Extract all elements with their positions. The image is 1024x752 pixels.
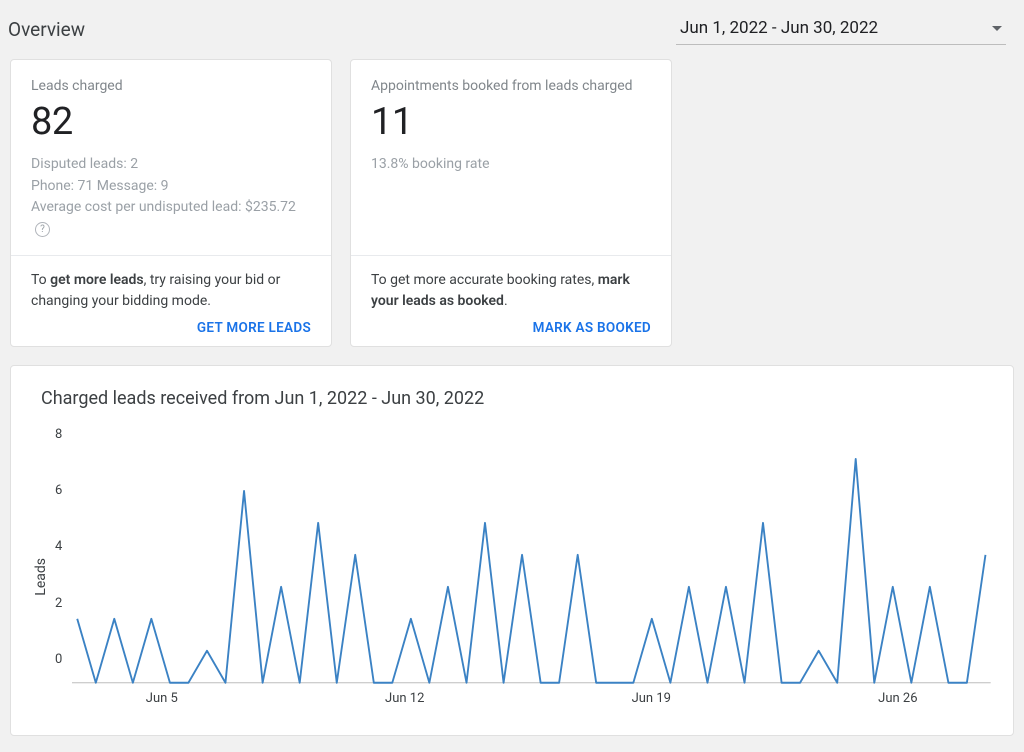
lead-breakdown: Phone: 71 Message: 9 <box>31 176 311 198</box>
appointments-card: Appointments booked from leads charged 1… <box>350 59 672 347</box>
disputed-leads: Disputed leads: 2 <box>31 154 311 176</box>
x-axis-ticks: Jun 5Jun 12Jun 19Jun 26 <box>72 691 991 706</box>
date-range-picker[interactable]: Jun 1, 2022 - Jun 30, 2022 <box>676 14 1006 45</box>
page-title: Overview <box>8 18 85 41</box>
help-icon[interactable]: ? <box>35 222 50 237</box>
appointments-value: 11 <box>371 100 651 144</box>
chevron-down-icon <box>992 26 1002 31</box>
date-range-text: Jun 1, 2022 - Jun 30, 2022 <box>680 18 878 38</box>
leads-footer-text: To get more leads, try raising your bid … <box>31 270 311 312</box>
mark-as-booked-button[interactable]: MARK AS BOOKED <box>371 320 651 336</box>
booking-rate: 13.8% booking rate <box>371 154 651 176</box>
chart-card: Charged leads received from Jun 1, 2022 … <box>10 365 1014 736</box>
y-axis-ticks: 86420 <box>55 427 72 667</box>
leads-charged-card: Leads charged 82 Disputed leads: 2 Phone… <box>10 59 332 347</box>
leads-value: 82 <box>31 100 311 144</box>
get-more-leads-button[interactable]: GET MORE LEADS <box>31 320 311 336</box>
appointments-label: Appointments booked from leads charged <box>371 78 651 94</box>
leads-label: Leads charged <box>31 78 311 94</box>
appointments-footer-text: To get more accurate booking rates, mark… <box>371 270 651 312</box>
avg-cost-line: Average cost per undisputed lead: $235.7… <box>31 197 311 240</box>
chart-title: Charged leads received from Jun 1, 2022 … <box>41 388 991 409</box>
y-axis-label: Leads <box>33 538 49 596</box>
chart-plot: Jun 5Jun 12Jun 19Jun 26 <box>72 427 991 707</box>
